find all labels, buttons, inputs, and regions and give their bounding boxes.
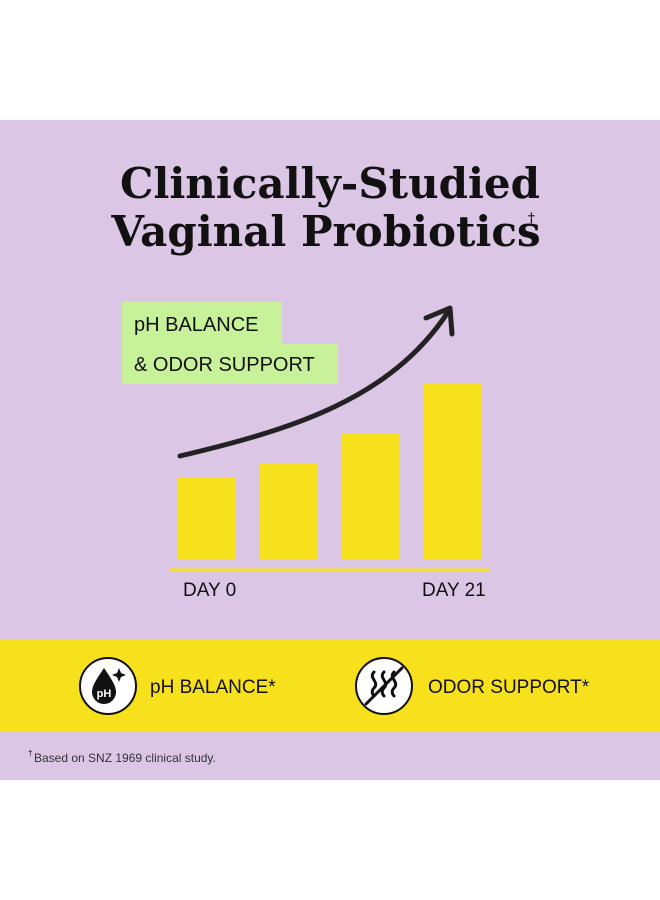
day-label: DAY 21 (422, 580, 486, 601)
title-line: Clinically-Studied (120, 159, 540, 208)
callout-text: pH BALANCE (134, 314, 259, 336)
sparkle (112, 668, 126, 682)
title-mark: † (528, 211, 535, 226)
footnote-mark: † (28, 749, 32, 758)
callout-box (122, 344, 338, 384)
bar (424, 384, 482, 560)
drop-icon (92, 668, 116, 704)
bar (342, 434, 400, 560)
benefit-label: pH BALANCE* (150, 677, 276, 698)
icon-text: pH (97, 688, 112, 700)
footnote: Based on SNZ 1969 clinical study. (34, 751, 216, 765)
odor-waves (364, 666, 404, 706)
benefit-label: ODOR SUPPORT* (428, 677, 590, 698)
bars (178, 384, 482, 560)
title-line: Vaginal Probiotics (110, 207, 540, 256)
trend-arrow (177, 309, 451, 459)
bar (260, 463, 318, 560)
arrow-head (423, 305, 455, 337)
footnote-panel (0, 732, 660, 780)
day-label: DAY 0 (183, 580, 236, 601)
callout-box (122, 302, 282, 344)
callout-text: & ODOR SUPPORT (134, 354, 315, 376)
bar (178, 478, 236, 560)
